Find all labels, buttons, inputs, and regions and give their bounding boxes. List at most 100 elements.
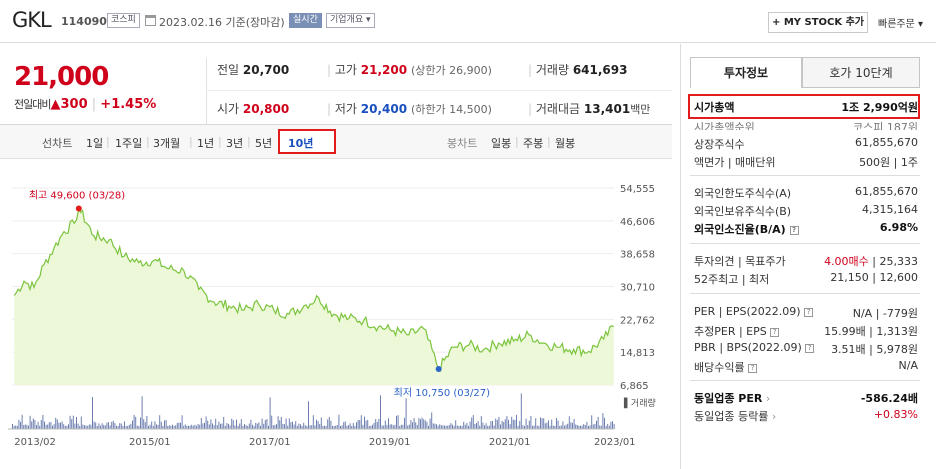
volume-bar <box>455 420 457 429</box>
volume-bar <box>340 426 341 429</box>
volume-bar <box>405 398 407 429</box>
volume-bar <box>314 425 316 429</box>
volume-bar <box>357 420 359 429</box>
volume-bar <box>68 424 69 429</box>
per-eps-value: N/A | -779원 <box>852 307 918 320</box>
foreign-hold-label: 외국인보유주식수(B) <box>694 205 792 218</box>
volume-bar <box>376 421 378 429</box>
volume-bar <box>36 425 37 429</box>
help-icon[interactable]: ? <box>805 343 815 353</box>
volume-bar <box>322 425 324 429</box>
company-overview-dropdown[interactable]: 기업개요 ▾ <box>326 13 375 28</box>
market-cap-highlight <box>688 94 920 119</box>
price-area <box>14 208 614 385</box>
volume-bar <box>551 419 553 429</box>
tab-daily[interactable]: 일봉 <box>491 137 512 150</box>
volume-bar <box>407 425 409 429</box>
volume-bar <box>424 420 426 429</box>
volume-bar <box>532 425 533 429</box>
change-value: 300 <box>60 97 88 112</box>
help-icon[interactable]: ? <box>789 225 799 235</box>
volume-bar <box>320 417 322 429</box>
help-icon[interactable]: ? <box>770 327 780 337</box>
industry-change-row[interactable]: 동일업종 등락률 › +0.83% <box>694 408 918 424</box>
volume-bar <box>152 426 154 429</box>
volume-bar <box>360 415 362 429</box>
volume-bar <box>328 416 330 429</box>
volume-bar <box>338 414 340 429</box>
per-eps-row: PER | EPS(2022.09) ? N/A | -779원 <box>694 305 918 320</box>
volume-bar <box>375 419 377 429</box>
volume-bar <box>141 396 143 429</box>
volume-bar <box>76 417 77 429</box>
help-icon[interactable]: ? <box>804 307 814 317</box>
volume-bar <box>306 426 308 429</box>
volume-bar <box>13 425 15 429</box>
volume-bar <box>528 420 530 429</box>
tab-1y[interactable]: 1년 <box>197 137 215 150</box>
amount-unit: 백만 <box>630 103 651 116</box>
tab-investment-info[interactable]: 투자정보 <box>690 57 802 88</box>
volume-bar <box>98 423 100 429</box>
realtime-button[interactable]: 실시간 <box>289 13 322 28</box>
add-my-stock-button[interactable]: + MY STOCK 추가 <box>768 12 868 33</box>
volume-bar <box>274 424 276 429</box>
change-label: 전일대비 <box>14 98 51 111</box>
volume-bar <box>605 425 607 429</box>
volume-bar <box>496 419 498 429</box>
stock-code: 114090 <box>61 15 107 28</box>
volume-bar <box>476 423 477 429</box>
volume-bar <box>559 426 561 429</box>
tab-order-book[interactable]: 호가 10단계 <box>802 57 920 88</box>
tab-1w[interactable]: 1주일 <box>115 137 143 150</box>
tab-10y[interactable]: 10년 <box>288 137 314 150</box>
volume-bar <box>444 425 445 429</box>
volume-bar <box>525 418 527 429</box>
listed-shares-label: 상장주식수 <box>694 138 745 151</box>
volume-bar <box>431 412 433 429</box>
volume-bar <box>604 417 605 429</box>
low-marker <box>435 365 442 372</box>
volume-bar <box>453 425 455 429</box>
volume-bar <box>170 425 172 429</box>
tab-weekly[interactable]: 주봉 <box>523 137 544 150</box>
volume-bar <box>71 419 73 429</box>
foreign-hold-row: 외국인보유주식수(B) 4,315,164 <box>694 203 918 219</box>
volume-bar <box>348 425 349 429</box>
tab-monthly[interactable]: 월봉 <box>555 137 576 150</box>
volume-bar <box>216 425 218 429</box>
tab-3y[interactable]: 3년 <box>226 137 244 150</box>
volume-bar <box>452 424 453 429</box>
open-label: 시가 <box>217 102 240 116</box>
foreign-hold-value: 4,315,164 <box>862 203 918 216</box>
industry-per-row[interactable]: 동일업종 PER › -586.24배 <box>694 390 918 406</box>
price-chart[interactable]: 54,555 46,606 38,658 30,710 22,762 14,813 6,86… <box>8 160 672 460</box>
volume-bar <box>189 425 191 429</box>
volume-bar <box>277 416 279 429</box>
volume-bar <box>573 419 575 429</box>
volume-bar <box>324 425 325 429</box>
volume-bar <box>456 425 458 429</box>
volume-bar <box>397 415 399 429</box>
volume-bar <box>316 419 317 429</box>
quick-order-dropdown[interactable]: 빠른주문 ▾ <box>878 19 923 30</box>
tab-5y[interactable]: 5년 <box>255 137 273 150</box>
volume-bar <box>138 426 140 429</box>
volume-bar <box>180 422 181 429</box>
help-icon[interactable]: ? <box>748 363 758 373</box>
volume-bar <box>168 425 170 429</box>
listed-shares-row: 상장주식수 61,855,670 <box>694 136 918 152</box>
divider <box>206 58 207 124</box>
tab-1d[interactable]: 1일 <box>86 137 104 150</box>
price-line <box>13 206 615 373</box>
volume-bar <box>128 424 130 429</box>
pbr-bps-label: PBR | BPS(2022.09) <box>694 341 802 354</box>
divider <box>690 175 920 176</box>
volume-bar <box>536 425 538 429</box>
volume-bar <box>548 420 549 429</box>
volume-bar <box>140 417 141 429</box>
tab-3m[interactable]: 3개월 <box>153 137 181 150</box>
volume-bar <box>24 424 26 429</box>
open-price: 시가 20,800 <box>217 100 289 117</box>
line-chart-label: 선차트 <box>42 137 73 150</box>
